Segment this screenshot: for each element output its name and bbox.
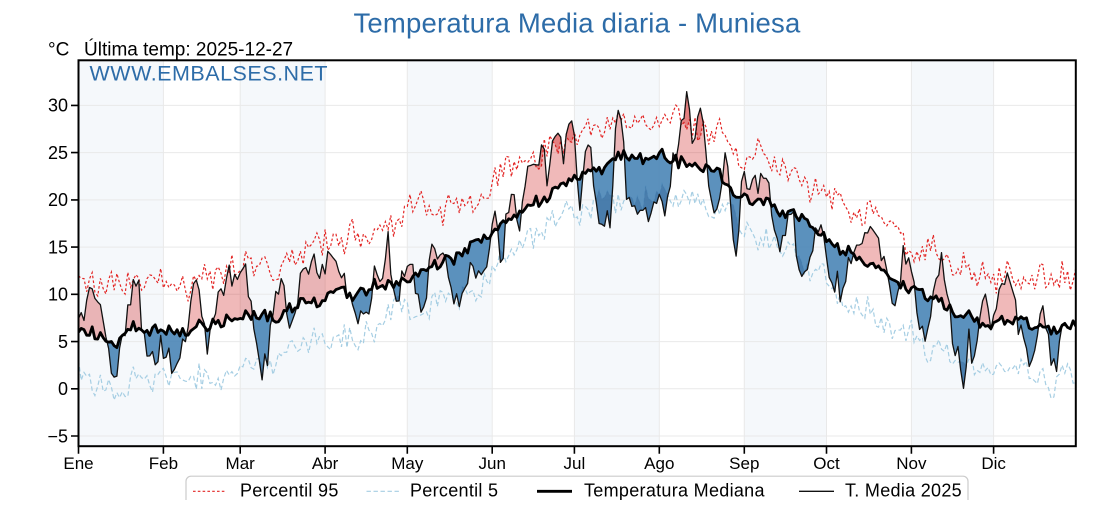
svg-text:−5: −5 [47, 426, 68, 446]
svg-text:Jun: Jun [478, 454, 505, 473]
svg-text:25: 25 [48, 143, 68, 163]
svg-text:10: 10 [48, 285, 68, 305]
svg-text:15: 15 [48, 237, 68, 257]
svg-text:°C: °C [48, 40, 69, 61]
svg-text:5: 5 [58, 332, 68, 352]
svg-text:Mar: Mar [226, 454, 256, 473]
svg-text:WWW.EMBALSES.NET: WWW.EMBALSES.NET [90, 62, 329, 86]
svg-text:Percentil 95: Percentil 95 [240, 481, 339, 501]
svg-text:Dic: Dic [981, 454, 1006, 473]
svg-text:Oct: Oct [813, 454, 840, 473]
svg-text:Jul: Jul [564, 454, 586, 473]
svg-text:Ene: Ene [63, 454, 93, 473]
svg-text:Ago: Ago [644, 454, 674, 473]
svg-text:T. Media 2025: T. Media 2025 [845, 481, 962, 501]
svg-text:0: 0 [58, 379, 68, 399]
svg-text:Temperatura Media diaria - Mun: Temperatura Media diaria - Muniesa [353, 8, 801, 39]
svg-text:Percentil 5: Percentil 5 [410, 481, 498, 501]
svg-text:30: 30 [48, 96, 68, 116]
svg-text:Sep: Sep [729, 454, 759, 473]
svg-text:Temperatura Mediana: Temperatura Mediana [584, 481, 765, 501]
svg-text:Feb: Feb [149, 454, 178, 473]
svg-text:20: 20 [48, 190, 68, 210]
svg-text:May: May [391, 454, 424, 473]
svg-text:Abr: Abr [312, 454, 339, 473]
svg-text:Nov: Nov [896, 454, 927, 473]
svg-text:Última temp: 2025-12-27: Última temp: 2025-12-27 [84, 39, 293, 61]
